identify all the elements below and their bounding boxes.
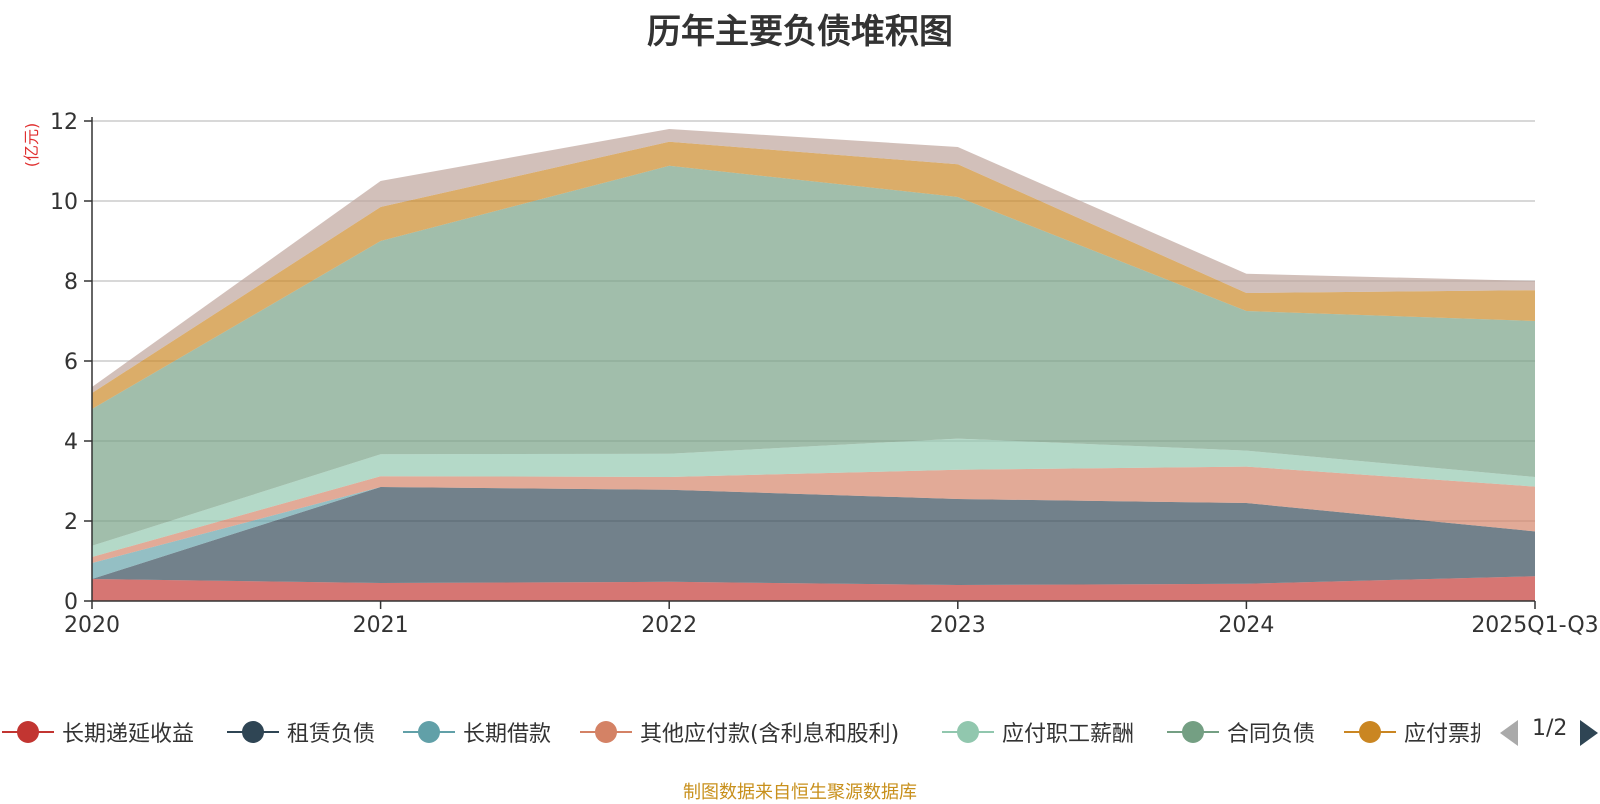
legend-item[interactable]: 长期借款 (403, 712, 551, 752)
legend-marker-icon (227, 721, 279, 743)
area-series-4 (92, 438, 1535, 557)
legend: 长期递延收益 租赁负债 长期借款 其他应付款(含利息和股利) 应付职工薪酬 合同负债 应付票… (0, 712, 1600, 752)
legend-item[interactable]: 其他应付款(含利息和股利) (580, 712, 899, 752)
x-tick-label: 2023 (930, 613, 986, 638)
legend-item[interactable]: 应付职工薪酬 (942, 712, 1134, 752)
legend-label: 租赁负债 (287, 722, 376, 747)
legend-label: 应付职工薪酬 (1002, 722, 1135, 747)
stacked-area-chart: 0 2 4 6 8 10 12 2020 2021 2022 2023 2024 2025Q1-Q3 (… (22, 110, 1599, 638)
source-note: 制图数据来自恒生聚源数据库 (683, 782, 917, 803)
legend-label: 长期借款 (463, 722, 552, 747)
legend-marker-icon (580, 721, 632, 743)
legend-marker-icon (403, 721, 455, 743)
y-tick-label: 10 (50, 190, 78, 215)
legend-next-page-icon[interactable] (1580, 720, 1598, 746)
area-series-0 (92, 576, 1535, 601)
legend-item[interactable]: 应付票据 (1344, 712, 1480, 752)
legend-marker-icon (942, 721, 994, 743)
chart-title: 历年主要负债堆积图 (647, 12, 953, 52)
legend-page-indicator: 1/2 (1532, 716, 1568, 741)
y-tick-label: 8 (64, 270, 78, 295)
y-tick-label: 2 (64, 510, 78, 535)
legend-item[interactable]: 合同负债 (1167, 712, 1315, 752)
y-axis-unit-label: (亿元) (22, 123, 41, 168)
legend-marker-icon (2, 721, 54, 743)
legend-item[interactable]: 租赁负债 (227, 712, 375, 752)
y-tick-label: 0 (64, 590, 78, 615)
legend-marker-icon (1167, 721, 1219, 743)
legend-prev-page-icon[interactable] (1500, 720, 1518, 746)
area-series-3 (92, 466, 1535, 563)
y-tick-label: 4 (64, 430, 78, 455)
legend-items: 长期递延收益 租赁负债 长期借款 其他应付款(含利息和股利) 应付职工薪酬 合同负债 应付票… (0, 712, 1480, 752)
legend-label: 合同负债 (1227, 722, 1316, 747)
legend-label: 长期递延收益 (62, 722, 195, 747)
y-tick-label: 6 (64, 350, 78, 375)
x-tick-label: 2022 (641, 613, 697, 638)
x-tick-label: 2025Q1-Q3 (1471, 613, 1598, 638)
x-tick-label: 2021 (353, 613, 409, 638)
y-tick-label: 12 (50, 110, 78, 135)
legend-item[interactable]: 长期递延收益 (2, 712, 194, 752)
legend-label: 其他应付款(含利息和股利) (640, 722, 900, 747)
area-series-6 (92, 141, 1535, 410)
area-series-1 (92, 487, 1535, 585)
area-series-5 (92, 165, 1535, 546)
x-tick-label: 2020 (64, 613, 120, 638)
x-tick-label: 2024 (1218, 613, 1274, 638)
legend-label: 应付票据 (1404, 722, 1480, 747)
legend-marker-icon (1344, 721, 1396, 743)
